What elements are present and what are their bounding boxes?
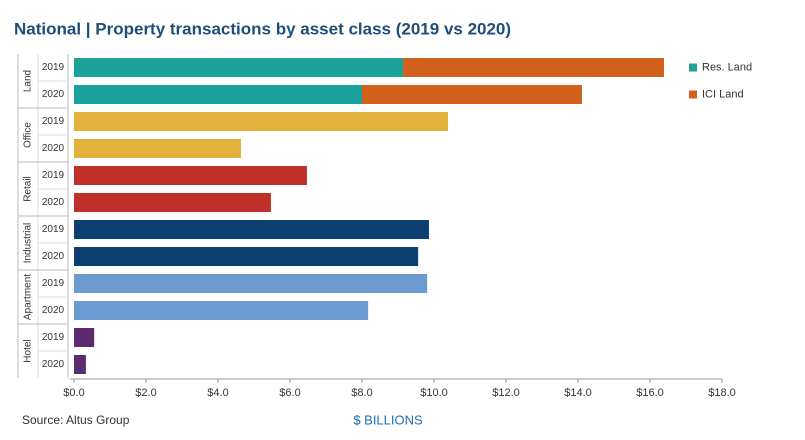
bar-segment bbox=[74, 58, 404, 77]
bar bbox=[74, 139, 242, 158]
x-tick-label: $12.0 bbox=[492, 387, 520, 399]
y-tick-label: 2020 bbox=[42, 89, 65, 100]
bar bbox=[74, 112, 449, 131]
x-tick-label: $8.0 bbox=[351, 387, 372, 399]
bar-segment bbox=[403, 58, 665, 77]
x-tick-label: $16.0 bbox=[636, 387, 664, 399]
legend-label: Res. Land bbox=[702, 61, 752, 73]
y-tick-label: 2019 bbox=[42, 332, 65, 343]
x-tick-label: $18.0 bbox=[708, 387, 736, 399]
y-tick-label: 2020 bbox=[42, 197, 65, 208]
group-label: Office bbox=[23, 122, 34, 148]
group-label: Apartment bbox=[23, 274, 34, 320]
y-tick-label: 2019 bbox=[42, 224, 65, 235]
x-tick-label: $10.0 bbox=[420, 387, 448, 399]
x-tick-label: $6.0 bbox=[279, 387, 300, 399]
x-tick-label: $4.0 bbox=[207, 387, 228, 399]
y-tick-label: 2019 bbox=[42, 278, 65, 289]
legend-swatch bbox=[689, 90, 697, 99]
chart-title: National | Property transactions by asse… bbox=[14, 19, 511, 38]
group-label: Hotel bbox=[23, 339, 34, 362]
x-axis-label: $ BILLIONS bbox=[353, 412, 423, 427]
y-tick-label: 2019 bbox=[42, 62, 65, 73]
y-tick-label: 2019 bbox=[42, 116, 65, 127]
bar bbox=[74, 193, 271, 212]
y-tick-label: 2020 bbox=[42, 359, 65, 370]
group-label: Retail bbox=[23, 176, 34, 202]
y-tick-label: 2020 bbox=[42, 251, 65, 262]
bar bbox=[74, 355, 86, 374]
group-label: Land bbox=[23, 70, 34, 92]
x-tick-label: $0.0 bbox=[63, 387, 84, 399]
group-label: Industrial bbox=[23, 223, 34, 264]
legend-label: ICI Land bbox=[702, 88, 744, 100]
bar bbox=[74, 328, 95, 347]
x-tick-label: $14.0 bbox=[564, 387, 592, 399]
y-tick-label: 2019 bbox=[42, 170, 65, 181]
bar bbox=[74, 166, 307, 185]
source: Source: Altus Group bbox=[22, 413, 130, 427]
y-tick-label: 2020 bbox=[42, 143, 65, 154]
bar bbox=[74, 301, 369, 320]
bar bbox=[74, 274, 428, 293]
legend-swatch bbox=[689, 63, 697, 72]
x-tick-label: $2.0 bbox=[135, 387, 156, 399]
bar-segment bbox=[74, 85, 362, 104]
bar bbox=[74, 247, 419, 266]
y-tick-label: 2020 bbox=[42, 305, 65, 316]
bar-segment bbox=[362, 85, 582, 104]
bar bbox=[74, 220, 429, 239]
